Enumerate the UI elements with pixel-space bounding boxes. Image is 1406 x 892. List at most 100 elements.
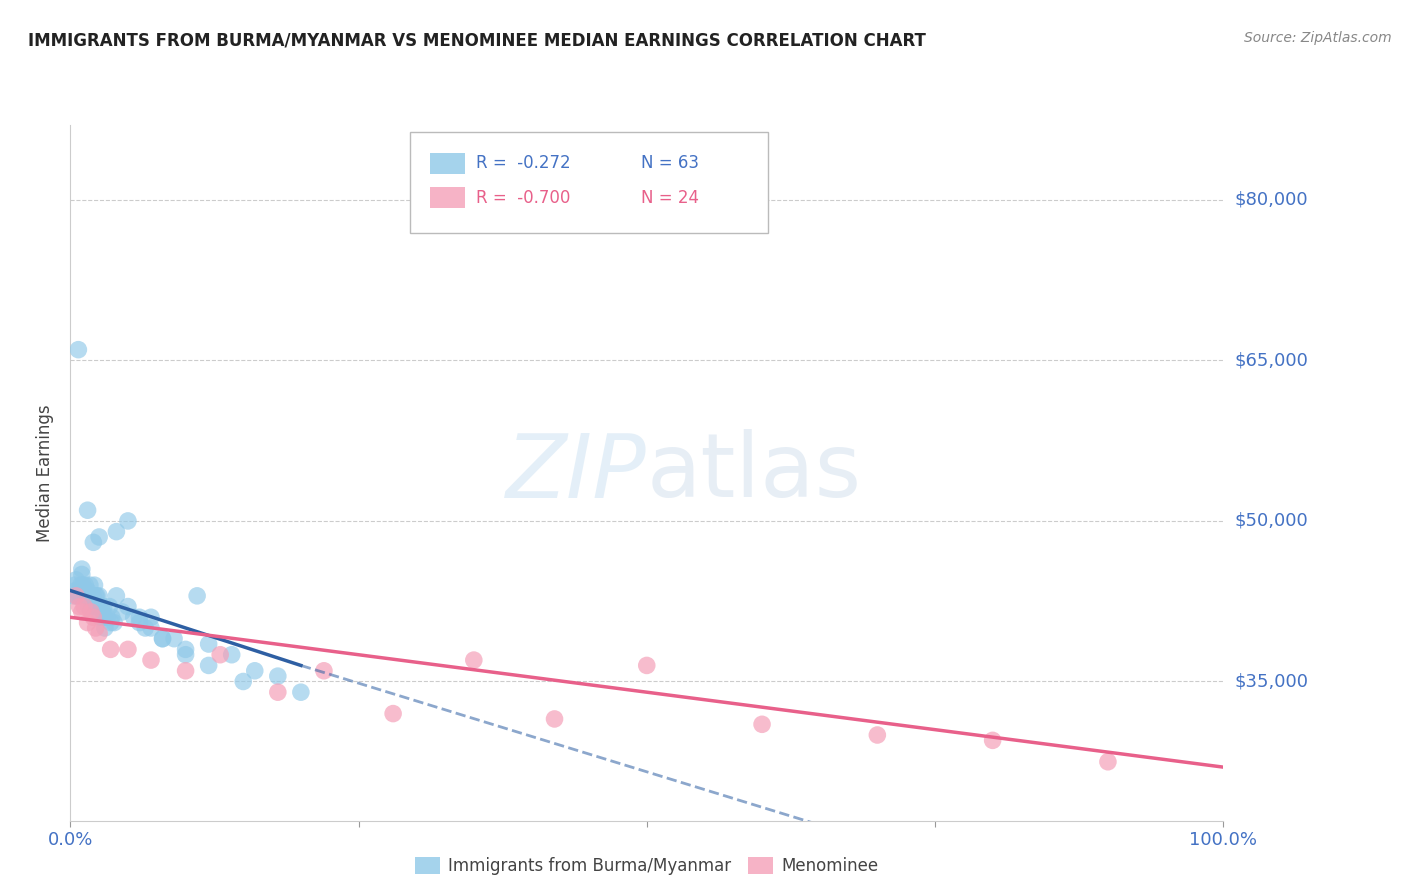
Point [174, 642, 197, 657]
Point [86, 589, 108, 603]
Point [69, 589, 91, 603]
Point [174, 648, 197, 662]
Text: $65,000: $65,000 [1234, 351, 1309, 369]
Point [981, 733, 1004, 747]
Point [382, 706, 405, 721]
Point [139, 653, 162, 667]
Text: $50,000: $50,000 [1234, 512, 1309, 530]
Point [139, 621, 162, 635]
Point [101, 610, 124, 624]
Point [75, 589, 97, 603]
Point [1097, 755, 1119, 769]
Point [72, 578, 94, 592]
Text: R =  -0.272: R = -0.272 [477, 154, 571, 172]
Point [117, 599, 139, 614]
FancyBboxPatch shape [430, 187, 464, 209]
Point [82, 535, 104, 549]
Point [93, 599, 115, 614]
Point [63, 578, 86, 592]
FancyBboxPatch shape [411, 132, 768, 233]
Y-axis label: Median Earnings: Median Earnings [37, 404, 55, 541]
FancyBboxPatch shape [430, 153, 464, 174]
Point [73, 583, 96, 598]
Point [290, 685, 312, 699]
Point [69, 599, 91, 614]
Point [197, 658, 219, 673]
Point [232, 674, 254, 689]
Point [100, 615, 122, 630]
Text: IMMIGRANTS FROM BURMA/MYANMAR VS MENOMINEE MEDIAN EARNINGS CORRELATION CHART: IMMIGRANTS FROM BURMA/MYANMAR VS MENOMIN… [28, 31, 927, 49]
Point [636, 658, 658, 673]
Point [174, 664, 197, 678]
Point [76, 583, 98, 598]
Point [152, 632, 174, 646]
Point [221, 648, 243, 662]
Text: ZIP: ZIP [506, 430, 647, 516]
Point [866, 728, 889, 742]
Point [76, 503, 98, 517]
Point [75, 578, 97, 592]
Point [70, 562, 93, 576]
Point [209, 648, 232, 662]
Point [91, 605, 114, 619]
Point [543, 712, 565, 726]
Point [76, 615, 98, 630]
Text: N = 63: N = 63 [641, 154, 699, 172]
Legend: Immigrants from Burma/Myanmar, Menominee: Immigrants from Burma/Myanmar, Menominee [408, 850, 886, 882]
Point [94, 610, 117, 624]
Point [139, 610, 162, 624]
Point [163, 632, 186, 646]
Point [267, 685, 290, 699]
Point [117, 642, 139, 657]
Point [87, 589, 111, 603]
Point [65, 583, 87, 598]
Point [117, 514, 139, 528]
Point [751, 717, 773, 731]
Point [96, 610, 118, 624]
Point [62, 589, 84, 603]
Text: atlas: atlas [647, 429, 862, 516]
Point [82, 589, 104, 603]
Point [84, 621, 107, 635]
Point [82, 599, 104, 614]
Point [67, 343, 90, 357]
Point [87, 530, 111, 544]
Point [128, 615, 150, 630]
Point [87, 599, 110, 614]
Point [94, 621, 117, 635]
Point [100, 642, 122, 657]
Point [84, 589, 107, 603]
Point [83, 578, 105, 592]
Point [267, 669, 290, 683]
Point [70, 605, 93, 619]
Point [90, 599, 112, 614]
Point [463, 653, 485, 667]
Point [69, 578, 91, 592]
Point [98, 599, 121, 614]
Point [87, 626, 111, 640]
Point [79, 578, 101, 592]
Point [77, 599, 100, 614]
Point [105, 589, 128, 603]
Point [128, 610, 150, 624]
Text: Source: ZipAtlas.com: Source: ZipAtlas.com [1244, 31, 1392, 45]
Point [122, 610, 145, 624]
Point [312, 664, 335, 678]
Point [70, 567, 93, 582]
Point [197, 637, 219, 651]
Point [80, 605, 103, 619]
Text: N = 24: N = 24 [641, 189, 699, 207]
Text: $35,000: $35,000 [1234, 673, 1309, 690]
Point [105, 524, 128, 539]
Text: R =  -0.700: R = -0.700 [477, 189, 571, 207]
Point [65, 573, 87, 587]
Text: $80,000: $80,000 [1234, 191, 1309, 209]
Point [65, 589, 87, 603]
Point [111, 605, 134, 619]
Point [152, 632, 174, 646]
Point [89, 610, 111, 624]
Point [80, 594, 103, 608]
Point [103, 615, 125, 630]
Point [243, 664, 266, 678]
Point [66, 589, 89, 603]
